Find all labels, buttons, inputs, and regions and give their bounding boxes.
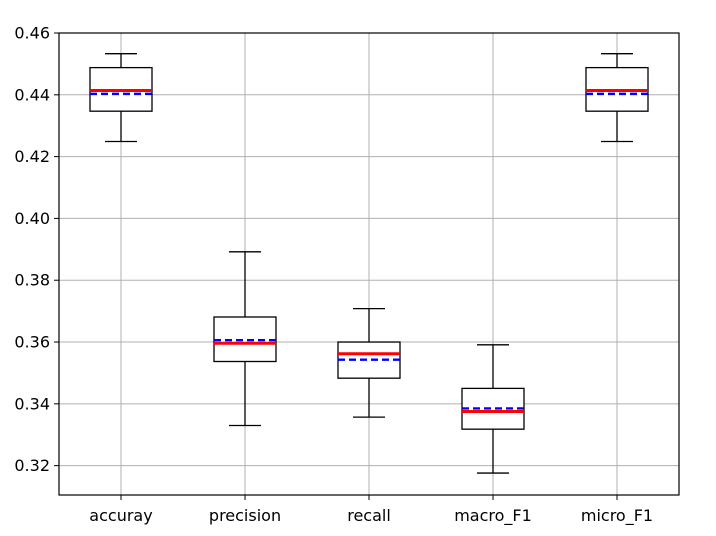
box-recall (337, 308, 401, 418)
boxes-group (89, 53, 649, 474)
x-tick-label: micro_F1 (581, 506, 653, 526)
box-precision (213, 251, 277, 427)
box-accuray (89, 53, 153, 143)
y-tick-label: 0.38 (14, 271, 50, 290)
y-tick-label: 0.36 (14, 333, 50, 352)
y-tick-label: 0.32 (14, 456, 50, 475)
box-body (213, 316, 277, 363)
x-tick-label: accuray (89, 506, 152, 525)
box-body (337, 341, 401, 379)
x-axis: accuray precision recall macro_F1 micro_F1 (89, 495, 653, 526)
x-tick-label: precision (209, 506, 281, 525)
y-axis: 0.32 0.34 0.36 0.38 0.40 0.42 0.44 0.46 (14, 24, 59, 475)
box-macro_F1 (461, 344, 525, 474)
x-tick-label: macro_F1 (454, 506, 532, 526)
box-body (461, 387, 525, 430)
y-tick-label: 0.34 (14, 394, 50, 413)
y-tick-label: 0.46 (14, 24, 50, 43)
y-tick-label: 0.44 (14, 85, 50, 104)
y-tick-label: 0.42 (14, 147, 50, 166)
y-tick-label: 0.40 (14, 209, 50, 228)
x-tick-label: recall (347, 506, 391, 525)
box-micro_F1 (585, 53, 649, 143)
